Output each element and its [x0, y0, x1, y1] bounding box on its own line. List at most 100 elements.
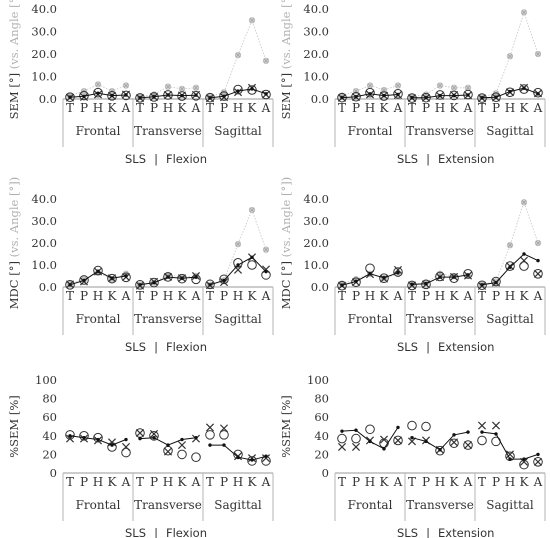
x-tick-label: P [422, 289, 430, 303]
mean-line [341, 427, 399, 450]
circle-point [463, 440, 473, 450]
circle-point [233, 84, 243, 95]
mean-point [396, 92, 400, 97]
y-tick-label: 80 [314, 392, 329, 406]
angle-point-cross [235, 52, 241, 58]
cross-point [337, 442, 347, 451]
x-tick-label: H [435, 101, 445, 115]
angle-line [209, 208, 267, 286]
mean-line [481, 253, 539, 286]
circle-point [435, 445, 445, 456]
x-tick-label: A [393, 101, 403, 115]
mean-point [222, 94, 226, 99]
x-tick-label: A [121, 475, 131, 489]
circle-point [79, 431, 89, 441]
circle-point [463, 89, 473, 100]
x-tick-label: T [478, 101, 486, 115]
x-tick-label: A [191, 101, 201, 115]
y-tick-label: 100 [35, 373, 57, 387]
x-tick-label: T [136, 475, 144, 489]
angle-point-cross [263, 58, 269, 64]
mean-point [438, 93, 442, 98]
mean-point [68, 434, 72, 438]
x-tick-label: T [478, 289, 486, 303]
y-tick-label: 10.0 [303, 70, 329, 84]
x-tick-label: K [248, 475, 258, 489]
y-axis-title-comparison: (vs. Angle [°]) [7, 177, 21, 261]
x-tick-label: K [108, 475, 118, 489]
mean-point [438, 275, 442, 279]
x-tick-label: H [365, 289, 375, 303]
circle-point [533, 457, 543, 467]
cross-point [261, 265, 271, 274]
plane-label: Sagittal [486, 312, 534, 326]
mean-point [208, 96, 212, 100]
circle-point [65, 280, 75, 290]
angle-point-cross [381, 87, 387, 93]
plane-label: Transverse [134, 498, 202, 512]
angle-line [341, 85, 399, 96]
mean-point [138, 283, 142, 287]
circle-point [135, 280, 145, 290]
angle-point-cross [521, 200, 527, 205]
mean-point [340, 429, 344, 433]
circle-point [379, 91, 389, 101]
y-tick-label: 20 [42, 447, 57, 461]
mean-point [82, 94, 86, 99]
y-axis-title-main: MDC [°] [279, 261, 293, 309]
cross-point [533, 457, 543, 466]
mean-point [480, 95, 484, 100]
x-tick-label: A [191, 475, 201, 489]
angle-line [341, 273, 399, 285]
mean-point [536, 258, 540, 263]
mean-point [166, 443, 170, 447]
y-axis-title: MDC [°] (vs. Angle [°]) [7, 177, 21, 309]
circle-point [435, 90, 445, 100]
mean-point [180, 437, 184, 442]
x-axis-title-separator: | [426, 152, 430, 166]
x-tick-label: T [136, 101, 144, 115]
circle-point [365, 424, 375, 435]
angle-point-cross [451, 85, 457, 91]
mean-point [124, 93, 128, 97]
y-axis-title: MDC [°] (vs. Angle [°]) [279, 177, 293, 309]
x-tick-label: K [178, 101, 188, 115]
mean-point [480, 283, 484, 287]
mean-point [382, 93, 386, 98]
cross-point [219, 424, 229, 433]
y-tick-label: 40.0 [31, 192, 57, 206]
x-tick-label: K [248, 289, 258, 303]
x-tick-label: P [220, 475, 228, 489]
angle-point-cross [263, 247, 269, 252]
x-tick-label: T [66, 475, 74, 489]
x-tick-label: K [380, 475, 390, 489]
x-tick-label: P [150, 101, 158, 115]
x-tick-label: K [178, 289, 188, 303]
circle-point [477, 435, 487, 446]
y-tick-label: 0.0 [311, 280, 329, 294]
plane-label: Transverse [134, 312, 202, 326]
mean-point [494, 432, 498, 436]
cross-point [149, 429, 159, 438]
mean-point [424, 439, 428, 444]
x-tick-label: K [178, 475, 188, 489]
circle-point [421, 421, 431, 432]
x-tick-label: H [233, 475, 243, 489]
cross-point [379, 435, 389, 444]
mean-point [368, 92, 372, 96]
y-tick-label: 40.0 [303, 192, 329, 206]
mean-point [138, 436, 142, 441]
cross-point [135, 428, 145, 438]
circle-point [247, 456, 257, 466]
mean-point [96, 269, 100, 273]
x-tick-label: K [450, 101, 460, 115]
mean-point [180, 93, 184, 98]
circle-point [491, 276, 501, 287]
mdc-flexion-chart: 0.010.020.030.040.0T P H K A T P H K A T P H K AFronta… [7, 177, 274, 354]
y-tick-label: 30.0 [303, 25, 329, 39]
circle-point [93, 265, 103, 276]
x-tick-label: A [463, 289, 473, 303]
mean-point [110, 93, 114, 98]
x-tick-label: K [450, 475, 460, 489]
x-tick-label: K [108, 289, 118, 303]
